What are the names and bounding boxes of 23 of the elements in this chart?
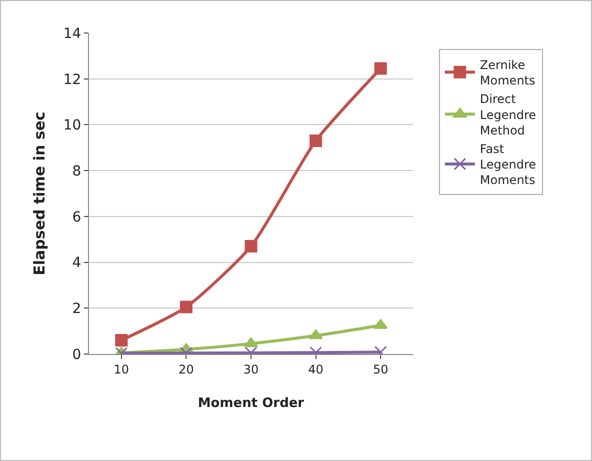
x-tick-label: 20	[178, 362, 194, 376]
legend-label: Direct Legendre Method	[480, 92, 536, 138]
x-tick-label: 50	[372, 362, 388, 376]
y-tick-label: 0	[72, 346, 82, 363]
point	[308, 329, 323, 340]
legend-label: Zernike Moments	[480, 58, 536, 88]
y-tick-label: 10	[63, 118, 82, 134]
x-tick-label: 30	[243, 362, 259, 376]
y-tick-label: 12	[63, 72, 82, 88]
point	[374, 62, 387, 75]
point	[310, 134, 322, 148]
y-axis-title: Elapsed time in sec	[30, 112, 49, 276]
x-axis-title: Moment Order	[198, 396, 305, 411]
point	[244, 240, 258, 252]
y-tick-label: 2	[72, 301, 82, 318]
y-tick-label: 6	[72, 209, 82, 226]
y-tick-label: 4	[72, 255, 82, 272]
x-tick-label: 40	[308, 362, 324, 376]
y-tick-label: 14	[63, 26, 82, 42]
legend-label: Fast Legendre Moments	[480, 142, 536, 188]
point	[244, 337, 258, 348]
x-tick-label: 10	[114, 362, 130, 376]
y-tick-label: 8	[72, 163, 82, 180]
